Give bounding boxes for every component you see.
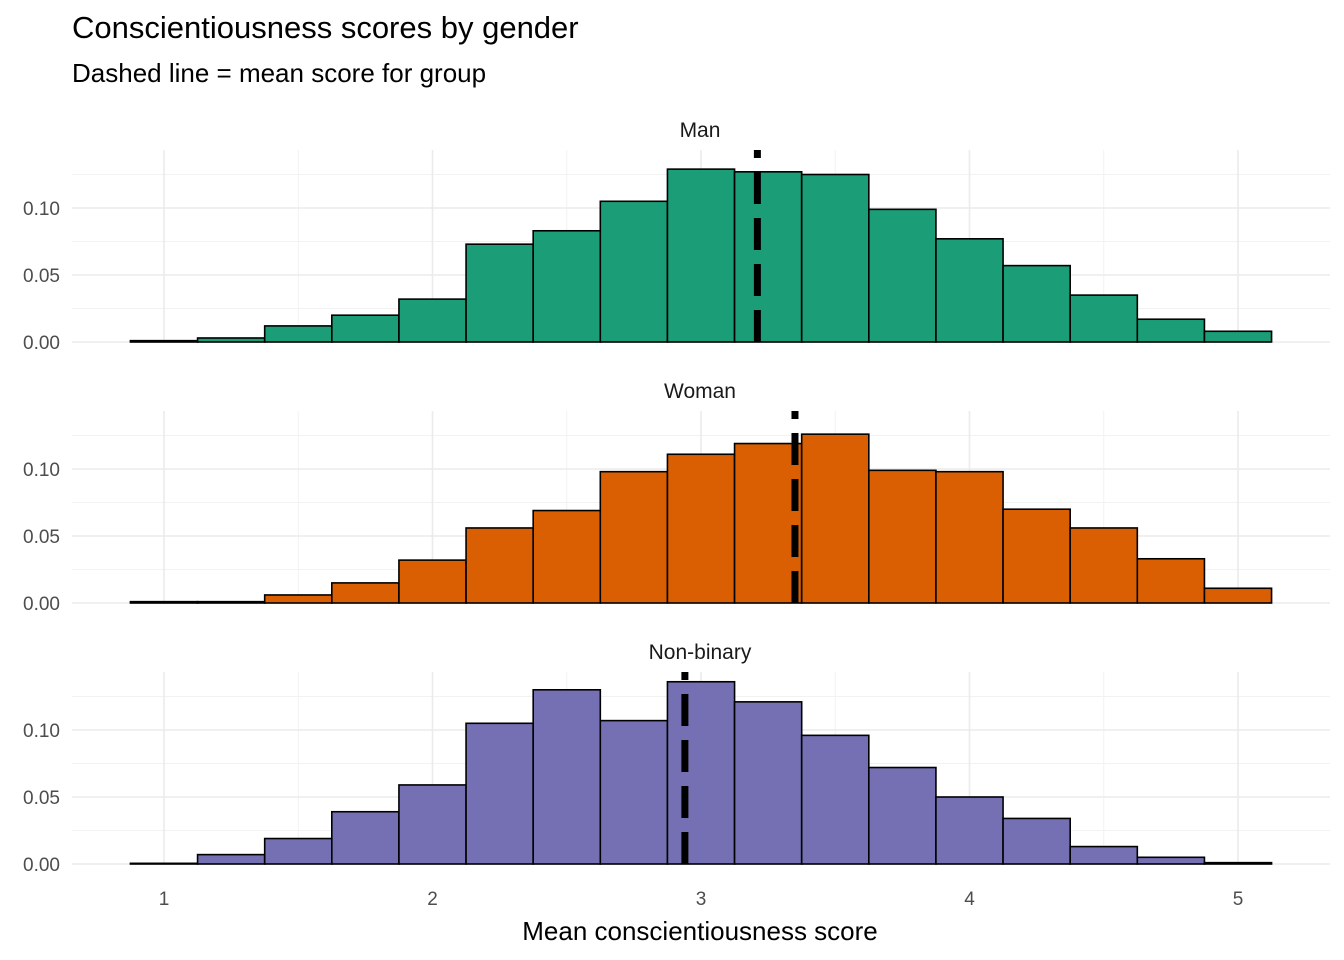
histogram-bar — [599, 719, 669, 865]
histogram-bar — [868, 766, 937, 865]
y-tick-label: 0.05 — [23, 527, 60, 548]
histogram-bar — [1203, 587, 1273, 604]
histogram-bar — [1069, 845, 1139, 865]
x-tick-label: 5 — [1233, 889, 1244, 910]
histogram-bar — [733, 442, 803, 604]
histogram-bar — [800, 173, 870, 343]
histogram-bar — [532, 229, 602, 343]
y-tick-label: 0.10 — [23, 460, 60, 481]
histogram-bar — [129, 339, 199, 343]
histogram-bar — [733, 701, 803, 865]
histogram-bar — [935, 238, 1004, 343]
histogram-bar — [1203, 330, 1273, 343]
histogram-bar — [465, 527, 534, 604]
panel-woman: Woman 0.00 0.05 0.10 — [23, 380, 1330, 615]
histogram-bar — [263, 325, 333, 343]
histogram-bar — [666, 680, 736, 865]
histogram-bar — [196, 337, 266, 343]
histogram-bar — [1136, 557, 1206, 604]
x-tick-label: 4 — [964, 889, 975, 910]
histogram-bar — [465, 243, 534, 343]
histogram-bar — [935, 796, 1004, 865]
y-tick-label: 0.05 — [23, 788, 60, 809]
x-tick-label: 3 — [696, 889, 707, 910]
x-axis-title: Mean conscientiousness score — [522, 916, 878, 946]
histogram-bar — [465, 722, 534, 865]
histogram-bar — [1002, 817, 1071, 865]
histogram-bar — [263, 594, 333, 604]
histogram-bar — [532, 688, 602, 865]
x-tick-label: 2 — [427, 889, 438, 910]
histogram-bar — [733, 171, 803, 343]
y-tick-label: 0.00 — [23, 333, 60, 354]
histogram-bar — [868, 208, 937, 343]
panel-strip-label: Woman — [664, 380, 736, 403]
panel-strip-label: Man — [680, 119, 721, 142]
y-tick-label: 0.00 — [23, 855, 60, 876]
panel-man: Man 0.00 0.05 0.10 — [23, 119, 1330, 354]
chart-title: Conscientiousness scores by gender — [72, 10, 579, 45]
histogram-bar — [1136, 318, 1206, 343]
histogram-bar — [1002, 264, 1071, 343]
histogram-bar — [263, 837, 333, 865]
histogram-bar — [398, 784, 467, 865]
histogram-bar — [599, 470, 669, 604]
histogram-bar — [532, 509, 602, 604]
histogram-bar — [1203, 861, 1273, 865]
histogram-bar — [935, 470, 1004, 604]
histogram-bar — [331, 314, 400, 343]
histogram-bar — [398, 559, 467, 604]
y-tick-label: 0.10 — [23, 199, 60, 220]
histogram-bar — [800, 433, 870, 604]
panel-strip-label: Non-binary — [649, 641, 752, 664]
histogram-bar — [666, 453, 736, 604]
histogram-bar — [129, 600, 199, 604]
histogram-bar — [1069, 527, 1139, 604]
histogram-bar — [331, 810, 400, 865]
histogram-bar — [398, 298, 467, 343]
y-tick-label: 0.05 — [23, 266, 60, 287]
histogram-bar — [196, 853, 266, 865]
panel-non-binary: Non-binary 0.00 0.05 0.10 — [23, 641, 1330, 876]
y-tick-label: 0.10 — [23, 721, 60, 742]
histogram-bar — [868, 469, 937, 604]
histogram-bar — [800, 734, 870, 865]
histogram-bar — [1069, 294, 1139, 343]
x-tick-label: 1 — [159, 889, 170, 910]
histogram-bar — [666, 168, 736, 343]
histogram-bar — [599, 200, 669, 343]
y-tick-label: 0.00 — [23, 594, 60, 615]
histogram-bar — [331, 582, 400, 604]
chart-subtitle: Dashed line = mean score for group — [72, 58, 487, 88]
histogram-bar — [1136, 856, 1206, 865]
histogram-bar — [1002, 508, 1071, 604]
histogram-bar — [196, 600, 266, 604]
histogram-bar — [129, 862, 199, 865]
